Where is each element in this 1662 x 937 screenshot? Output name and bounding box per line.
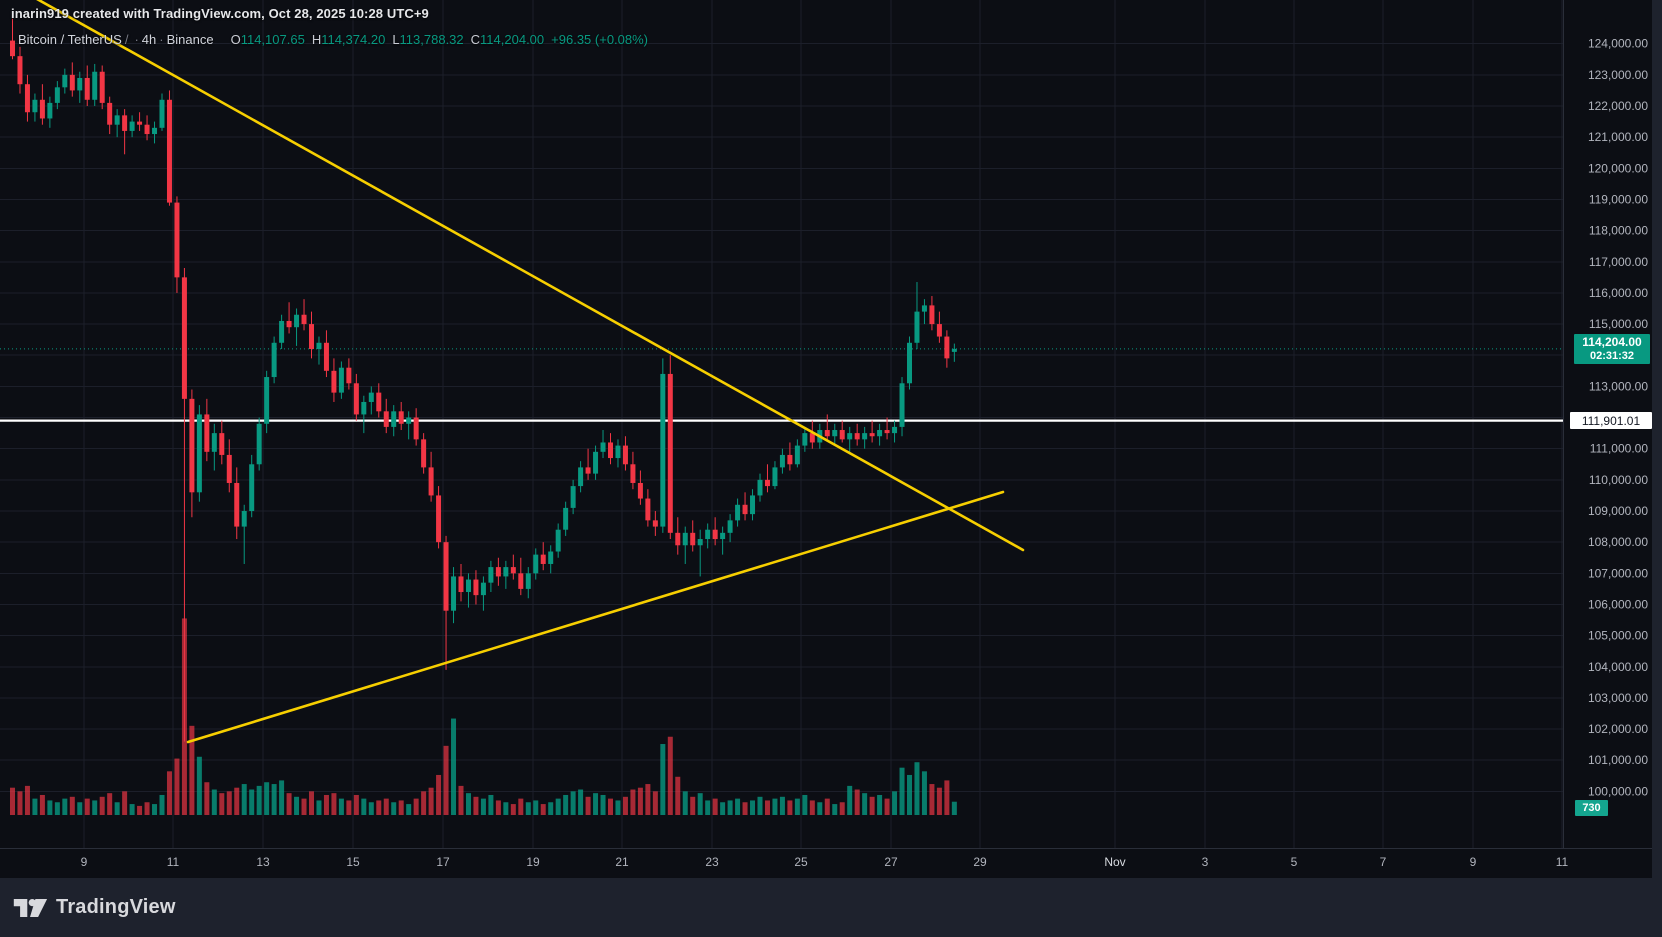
- candlestick-chart[interactable]: 124,000.00 123,000.00 122,000.00 121,000.00…: [0, 0, 1652, 878]
- svg-text:27: 27: [884, 855, 898, 869]
- trendlines: [30, 0, 1025, 744]
- svg-text:105,000.00: 105,000.00: [1588, 629, 1648, 643]
- bar-countdown: 02:31:32: [1589, 350, 1635, 362]
- svg-text:7: 7: [1380, 855, 1387, 869]
- svg-text:121,000.00: 121,000.00: [1588, 130, 1648, 144]
- ohlc-values: O114,107.65 H114,374.20 L113,788.32 C114,20…: [230, 32, 649, 47]
- last-price-value: 114,204.00: [1582, 335, 1642, 349]
- interval-label: 4h: [141, 32, 157, 47]
- svg-text:101,000.00: 101,000.00: [1588, 753, 1648, 767]
- svg-text:108,000.00: 108,000.00: [1588, 535, 1648, 549]
- svg-text:23: 23: [705, 855, 719, 869]
- svg-text:107,000.00: 107,000.00: [1588, 566, 1648, 580]
- svg-text:9: 9: [81, 855, 88, 869]
- candles: [10, 18, 957, 742]
- tradingview-logo-icon[interactable]: [12, 895, 48, 921]
- svg-text:110,000.00: 110,000.00: [1589, 473, 1648, 487]
- svg-text:116,000.00: 116,000.00: [1589, 286, 1648, 300]
- svg-text:119,000.00: 119,000.00: [1589, 192, 1648, 206]
- volume-bars: [10, 618, 957, 815]
- axis-separators: [0, 0, 1652, 849]
- svg-text:120,000.00: 120,000.00: [1588, 161, 1648, 175]
- svg-text:17: 17: [436, 855, 450, 869]
- svg-text:102,000.00: 102,000.00: [1588, 722, 1648, 736]
- svg-text:19: 19: [526, 855, 540, 869]
- gridlines: [0, 0, 1563, 848]
- horizontal-line-price-badge: 111,901.01: [1570, 412, 1652, 429]
- exchange-label: Binance: [166, 32, 214, 47]
- svg-text:25: 25: [794, 855, 808, 869]
- svg-text:29: 29: [973, 855, 987, 869]
- svg-text:9: 9: [1470, 855, 1477, 869]
- svg-text:Nov: Nov: [1104, 855, 1125, 869]
- svg-text:124,000.00: 124,000.00: [1588, 37, 1648, 51]
- last-price-badge: 114,204.00 02:31:32: [1574, 334, 1650, 364]
- svg-text:11: 11: [1556, 855, 1569, 869]
- symbol-legend[interactable]: Bitcoin / TetherUS / · 4h · Binance O114,107.6…: [18, 32, 649, 47]
- attribution-text: inarin919 created with TradingView.com, …: [11, 6, 429, 21]
- change-value: +96.35 (+0.08%): [551, 32, 649, 47]
- chart-widget: 124,000.00 123,000.00 122,000.00 121,000.00…: [0, 0, 1652, 878]
- svg-text:115,000.00: 115,000.00: [1589, 317, 1648, 331]
- close-value: 114,204.00: [480, 32, 545, 47]
- svg-text:122,000.00: 122,000.00: [1588, 99, 1648, 113]
- svg-text:109,000.00: 109,000.00: [1588, 504, 1648, 518]
- tradingview-brand-text[interactable]: TradingView: [56, 896, 176, 918]
- volume-badge: 730: [1575, 800, 1608, 816]
- time-scale[interactable]: 9 11 13 15 17 19 21 23 25 27 29 Nov 3 5 7 9 11: [81, 855, 1569, 869]
- svg-text:100,000.00: 100,000.00: [1588, 784, 1648, 798]
- svg-text:104,000.00: 104,000.00: [1588, 660, 1648, 674]
- svg-text:21: 21: [615, 855, 629, 869]
- svg-text:3: 3: [1202, 855, 1209, 869]
- trendline-ascending-support[interactable]: [186, 490, 1005, 744]
- svg-text:11: 11: [167, 855, 180, 869]
- svg-text:15: 15: [346, 855, 360, 869]
- svg-text:103,000.00: 103,000.00: [1588, 691, 1648, 705]
- svg-text:13: 13: [256, 855, 270, 869]
- trendline-descending-resistance[interactable]: [30, 0, 1025, 552]
- svg-text:5: 5: [1291, 855, 1298, 869]
- svg-text:113,000.00: 113,000.00: [1589, 379, 1648, 393]
- symbol-title: Bitcoin / TetherUS: [18, 32, 122, 47]
- high-value: 114,374.20: [321, 32, 386, 47]
- svg-text:117,000.00: 117,000.00: [1589, 255, 1648, 269]
- low-value: 113,788.32: [399, 32, 464, 47]
- svg-text:111,000.00: 111,000.00: [1590, 442, 1649, 456]
- open-value: 114,107.65: [240, 32, 305, 47]
- price-scale[interactable]: 124,000.00 123,000.00 122,000.00 121,000.00…: [1588, 37, 1648, 799]
- svg-text:106,000.00: 106,000.00: [1588, 597, 1648, 611]
- svg-text:118,000.00: 118,000.00: [1589, 224, 1648, 238]
- svg-text:123,000.00: 123,000.00: [1588, 68, 1648, 82]
- footer-bar: TradingView: [0, 878, 1662, 937]
